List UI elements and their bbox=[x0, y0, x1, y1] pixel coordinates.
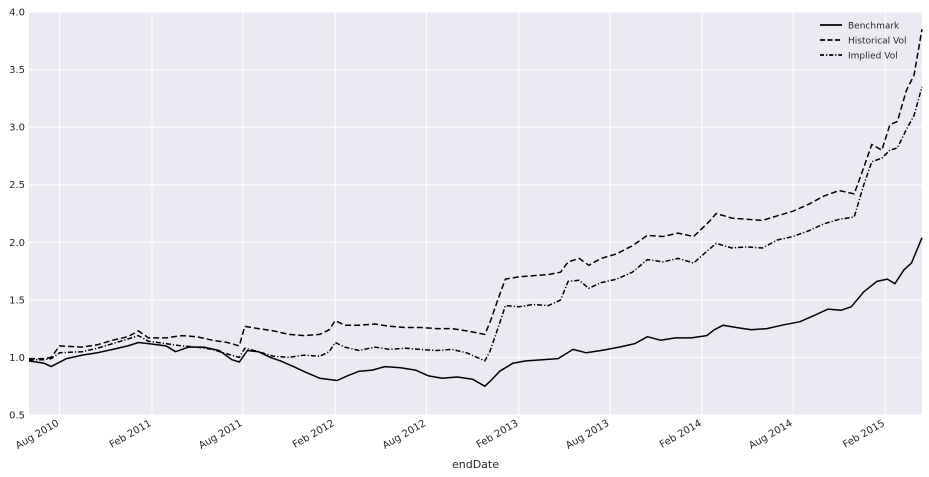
legend-label: Implied Vol bbox=[848, 52, 898, 62]
x-tick-label: Feb 2011 bbox=[108, 418, 154, 451]
x-tick-label: Feb 2015 bbox=[841, 418, 887, 451]
x-tick-label: Aug 2012 bbox=[381, 418, 428, 452]
legend-label: Historical Vol bbox=[848, 37, 906, 47]
y-tick-label: 3.5 bbox=[9, 65, 25, 76]
x-tick-label: Aug 2013 bbox=[564, 418, 611, 452]
x-tick-label: Feb 2014 bbox=[658, 418, 704, 451]
x-tick-label: Aug 2011 bbox=[197, 418, 244, 452]
y-tick-label: 1.0 bbox=[9, 353, 25, 364]
series-line-implied-vol bbox=[29, 86, 923, 362]
x-axis-label: endDate bbox=[452, 458, 499, 471]
y-tick-label: 2.5 bbox=[9, 180, 25, 191]
x-tick-label: Feb 2013 bbox=[475, 418, 521, 451]
y-tick-label: 2.0 bbox=[9, 238, 25, 249]
grid bbox=[29, 11, 922, 416]
x-tick-label: Aug 2010 bbox=[14, 418, 61, 452]
x-axis-ticks: Aug 2010 Feb 2011 Aug 2011 Feb 2012 Aug 2012… bbox=[14, 418, 887, 452]
y-tick-label: 3.0 bbox=[9, 123, 25, 134]
y-tick-label: 0.5 bbox=[9, 411, 25, 422]
legend: Benchmark Historical Vol Implied Vol bbox=[820, 22, 906, 62]
legend-label: Benchmark bbox=[848, 22, 900, 32]
series-line-historical-vol bbox=[29, 29, 923, 360]
series-line-benchmark bbox=[28, 237, 923, 387]
plot-area bbox=[29, 12, 922, 415]
y-axis-ticks: 0.5 1.0 1.5 2.0 2.5 3.0 3.5 4.0 bbox=[9, 8, 25, 422]
x-tick-label: Aug 2014 bbox=[747, 418, 794, 452]
series-group bbox=[28, 29, 923, 387]
y-tick-label: 4.0 bbox=[9, 8, 25, 19]
x-tick-label: Feb 2012 bbox=[291, 418, 337, 451]
y-tick-label: 1.5 bbox=[9, 295, 25, 306]
